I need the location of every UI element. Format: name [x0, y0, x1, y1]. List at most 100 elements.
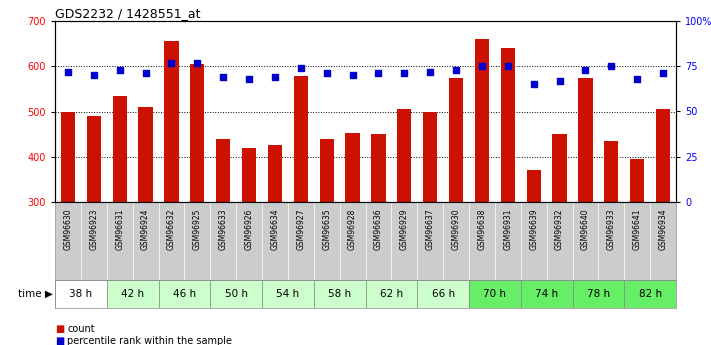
Text: 42 h: 42 h	[121, 289, 144, 299]
Text: 50 h: 50 h	[225, 289, 247, 299]
Text: GSM96924: GSM96924	[141, 208, 150, 250]
Bar	[107, 280, 159, 308]
Text: 38 h: 38 h	[69, 289, 92, 299]
Text: GSM96638: GSM96638	[478, 208, 486, 250]
Point	[606, 63, 617, 69]
Text: GSM96930: GSM96930	[451, 208, 461, 250]
Point	[347, 72, 358, 78]
Bar	[501, 48, 515, 202]
Text: GSM96929: GSM96929	[400, 208, 409, 250]
Text: 82 h: 82 h	[638, 289, 662, 299]
Point	[269, 75, 281, 80]
Bar	[365, 280, 417, 308]
Bar	[346, 133, 360, 202]
Point	[476, 63, 488, 69]
Point	[166, 60, 177, 66]
Bar	[87, 116, 101, 202]
Text: 74 h: 74 h	[535, 289, 558, 299]
Bar	[656, 109, 670, 202]
Bar	[314, 280, 365, 308]
Bar	[262, 280, 314, 308]
Bar	[417, 280, 469, 308]
Point	[450, 67, 461, 73]
Bar	[371, 134, 385, 202]
Text: GSM96632: GSM96632	[167, 208, 176, 250]
Bar	[624, 280, 676, 308]
Point	[192, 60, 203, 66]
Text: ■: ■	[55, 324, 64, 334]
Text: GSM96931: GSM96931	[503, 208, 513, 250]
Bar	[210, 280, 262, 308]
Point	[502, 63, 513, 69]
Bar	[552, 134, 567, 202]
Text: percentile rank within the sample: percentile rank within the sample	[67, 336, 232, 345]
Text: 46 h: 46 h	[173, 289, 196, 299]
Point	[399, 71, 410, 76]
Text: GSM96635: GSM96635	[322, 208, 331, 250]
Point	[63, 69, 74, 75]
Bar	[397, 109, 412, 202]
Text: GSM96640: GSM96640	[581, 208, 590, 250]
Text: GSM96633: GSM96633	[219, 208, 228, 250]
Point	[321, 71, 332, 76]
Bar	[578, 78, 592, 202]
Bar	[423, 111, 437, 202]
Bar	[475, 39, 489, 202]
Text: GSM96928: GSM96928	[348, 208, 357, 250]
Text: time ▶: time ▶	[18, 289, 53, 299]
Text: GSM96923: GSM96923	[90, 208, 98, 250]
Bar	[191, 64, 205, 202]
Bar	[139, 107, 153, 202]
Text: GDS2232 / 1428551_at: GDS2232 / 1428551_at	[55, 7, 201, 20]
Text: GSM96927: GSM96927	[296, 208, 305, 250]
Point	[554, 78, 565, 83]
Text: GSM96634: GSM96634	[270, 208, 279, 250]
Bar	[55, 280, 107, 308]
Text: GSM96630: GSM96630	[63, 208, 73, 250]
Point	[88, 72, 100, 78]
Point	[373, 71, 384, 76]
Bar	[527, 170, 541, 202]
Text: GSM96934: GSM96934	[658, 208, 668, 250]
Text: 54 h: 54 h	[277, 289, 299, 299]
Bar	[572, 280, 624, 308]
Text: GSM96933: GSM96933	[606, 208, 616, 250]
Bar	[449, 78, 463, 202]
Bar	[216, 139, 230, 202]
Bar	[294, 76, 308, 202]
Point	[243, 76, 255, 82]
Bar	[242, 148, 256, 202]
Text: GSM96637: GSM96637	[426, 208, 434, 250]
Point	[579, 67, 591, 73]
Bar	[520, 280, 572, 308]
Text: GSM96641: GSM96641	[633, 208, 642, 250]
Point	[295, 65, 306, 71]
Text: ■: ■	[55, 336, 64, 345]
Bar	[268, 146, 282, 202]
Text: count: count	[67, 324, 95, 334]
Bar	[469, 280, 520, 308]
Bar	[604, 141, 619, 202]
Bar	[61, 111, 75, 202]
Text: GSM96636: GSM96636	[374, 208, 383, 250]
Point	[140, 71, 151, 76]
Text: GSM96926: GSM96926	[245, 208, 254, 250]
Text: 78 h: 78 h	[587, 289, 610, 299]
Text: 62 h: 62 h	[380, 289, 403, 299]
Bar	[164, 41, 178, 202]
Text: GSM96631: GSM96631	[115, 208, 124, 250]
Text: GSM96925: GSM96925	[193, 208, 202, 250]
Point	[114, 67, 125, 73]
Text: 58 h: 58 h	[328, 289, 351, 299]
Bar	[630, 159, 644, 202]
Bar	[159, 280, 210, 308]
Point	[218, 75, 229, 80]
Point	[424, 69, 436, 75]
Point	[658, 71, 669, 76]
Text: GSM96932: GSM96932	[555, 208, 564, 250]
Bar	[319, 139, 333, 202]
Point	[528, 81, 540, 87]
Text: GSM96639: GSM96639	[529, 208, 538, 250]
Bar	[112, 96, 127, 202]
Text: 70 h: 70 h	[483, 289, 506, 299]
